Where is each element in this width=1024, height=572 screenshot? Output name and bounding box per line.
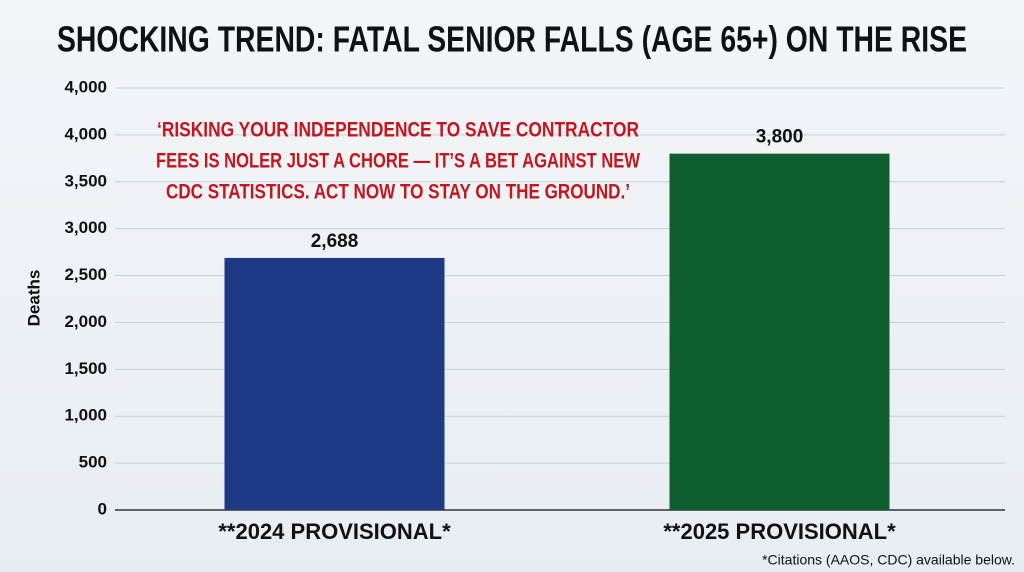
value-label: 2,688 <box>311 231 359 252</box>
y-tick-label: 3,000 <box>64 218 107 237</box>
x-tick-label: **2024 PROVISIONAL* <box>218 519 451 544</box>
bar <box>224 257 445 510</box>
y-tick-label: 3,500 <box>64 171 107 190</box>
value-label: 3,800 <box>756 127 804 148</box>
bar <box>669 153 890 510</box>
chart-title: SHOCKING TREND: FATAL SENIOR FALLS (AGE … <box>57 19 967 60</box>
annotation: FEES IS NOLER JUST A CHORE — IT’S A BET … <box>156 150 640 173</box>
y-tick-label: 2,000 <box>64 312 107 331</box>
y-tick-label: 500 <box>79 453 107 472</box>
y-tick-label: 4,000 <box>64 77 107 96</box>
annotation: CDC STATISTICS. ACT NOW TO STAY ON THE G… <box>166 181 630 204</box>
y-tick-label: 1,000 <box>64 406 107 425</box>
x-tick-label: **2025 PROVISIONAL* <box>663 519 896 544</box>
y-axis-label: Deaths <box>24 270 43 327</box>
y-tick-label: 2,500 <box>64 265 107 284</box>
annotation: ‘RISKING YOUR INDEPENDENCE TO SAVE CONTR… <box>157 119 639 142</box>
y-tick-label: 0 <box>98 499 107 518</box>
y-tick-label: 4,000 <box>64 124 107 143</box>
footnote: *Citations (AAOS, CDC) available below. <box>762 552 1015 568</box>
y-tick-label: 1,500 <box>64 359 107 378</box>
